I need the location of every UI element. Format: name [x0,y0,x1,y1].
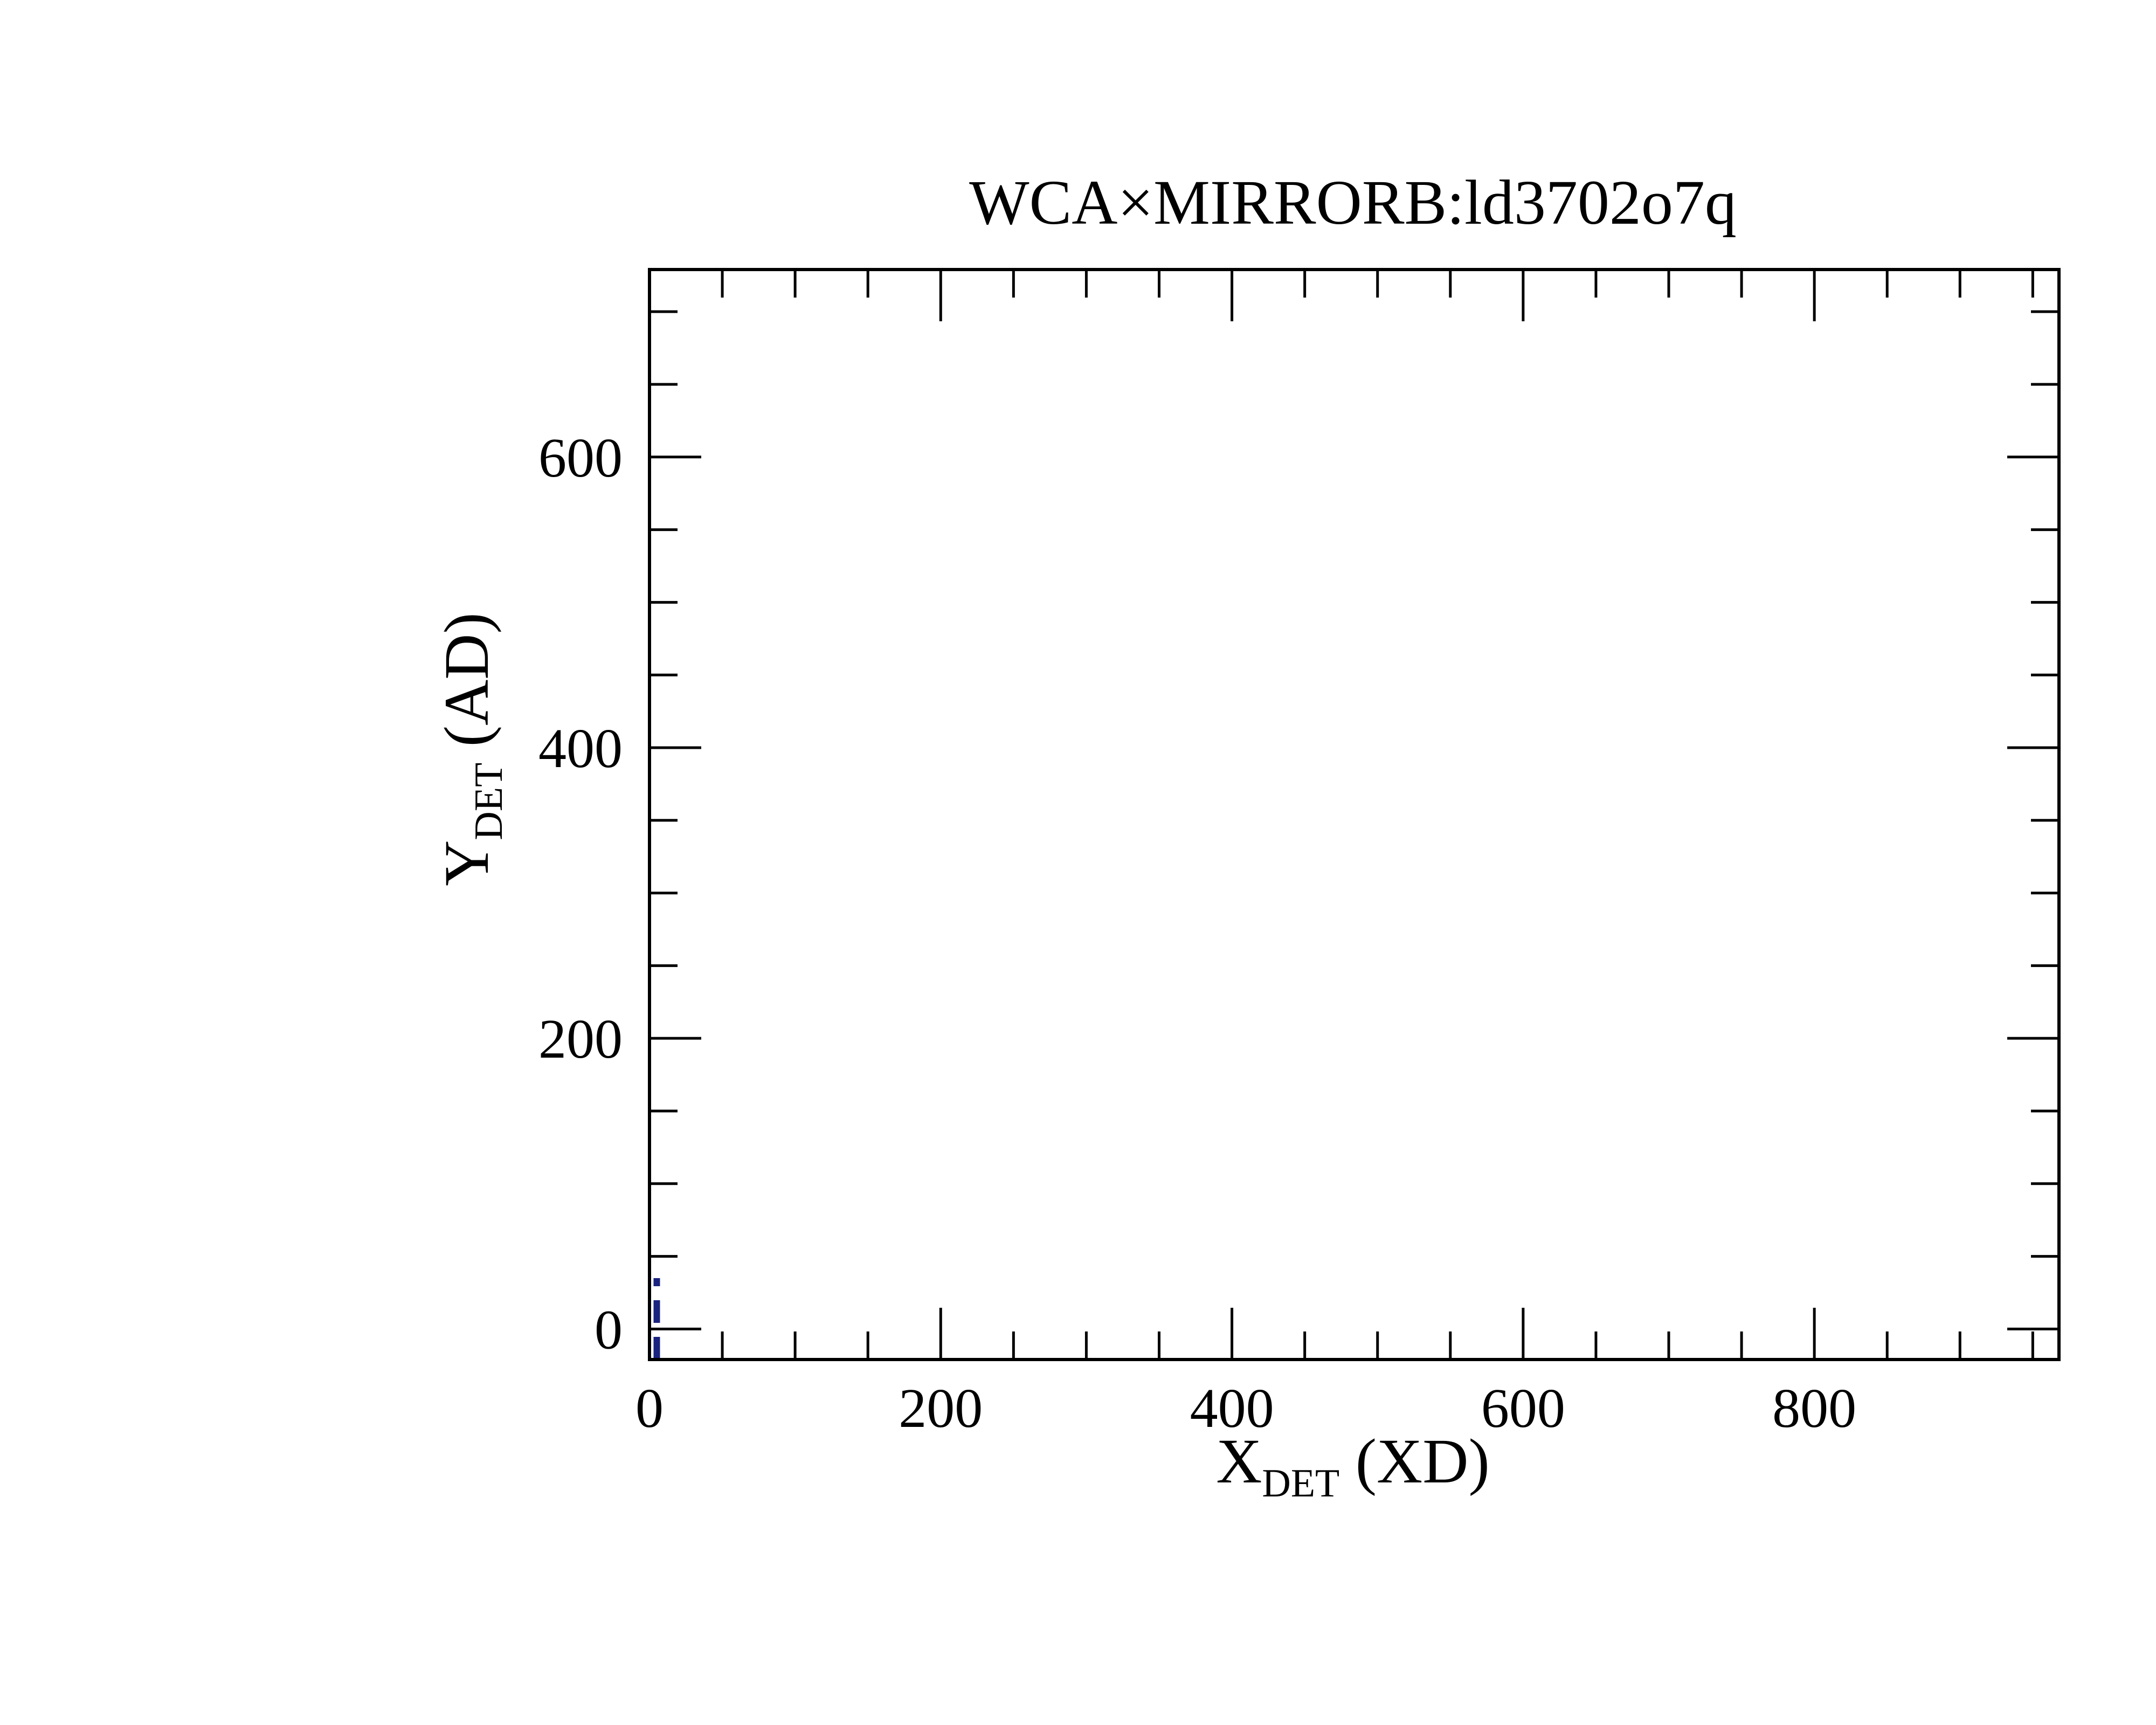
y-axis-label-main: Y [431,840,502,886]
x-axis-label-suffix: (XD) [1339,1426,1490,1496]
x-tick-label: 400 [1190,1377,1274,1439]
x-minor-ticks [721,270,2034,1360]
x-axis-label-subscript: DET [1262,1461,1339,1506]
y-tick-label: 600 [538,427,623,489]
plot-frame [648,268,2061,1361]
y-axis-label-subscript: DET [467,763,511,840]
y-minor-ticks [649,310,2059,1258]
x-tick-label: 200 [899,1377,983,1439]
chart-title: WCA×MIRRORB:ld3702o7q [969,167,1737,238]
x-tick-label: 800 [1772,1377,1856,1439]
y-tick-label: 200 [538,1008,623,1070]
y-axis-label: YDET (AD) [431,612,511,886]
y-axis-label-suffix: (AD) [431,612,502,763]
y-tick-label: 0 [595,1299,623,1361]
y-tick-labels: 0 200 400 600 [538,427,623,1361]
x-axis-label: XDET (XD) [1216,1426,1490,1506]
x-tick-labels: 0 200 400 600 800 [635,1377,1856,1439]
y-major-ticks [649,456,2059,1330]
y-tick-label: 400 [538,717,623,779]
x-tick-label: 0 [635,1377,664,1439]
x-axis-label-main: X [1216,1426,1262,1496]
x-tick-label: 600 [1481,1377,1565,1439]
